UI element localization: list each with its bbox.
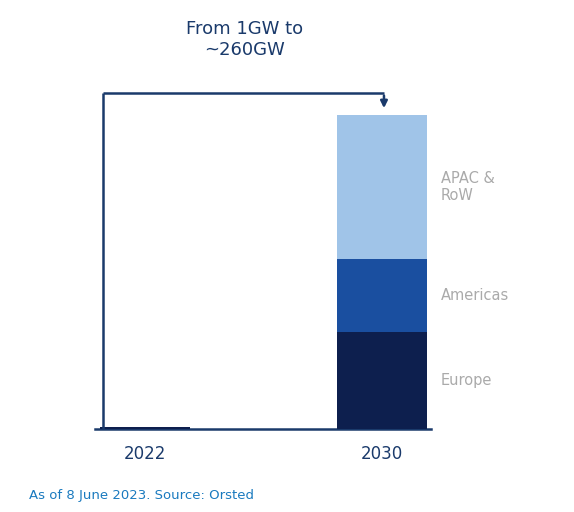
Bar (337, 260, 426, 332)
Text: From 1GW to
~260GW: From 1GW to ~260GW (186, 20, 303, 59)
Text: APAC &
RoW: APAC & RoW (441, 171, 495, 203)
Text: Americas: Americas (441, 288, 509, 303)
Text: As of 8 June 2023. Source: Orsted: As of 8 June 2023. Source: Orsted (29, 489, 254, 502)
Bar (100, 428, 190, 429)
Text: Europe: Europe (441, 373, 492, 388)
Text: 2030: 2030 (360, 445, 403, 463)
Text: 2022: 2022 (124, 445, 166, 463)
Bar (337, 332, 426, 429)
Bar (337, 115, 426, 260)
